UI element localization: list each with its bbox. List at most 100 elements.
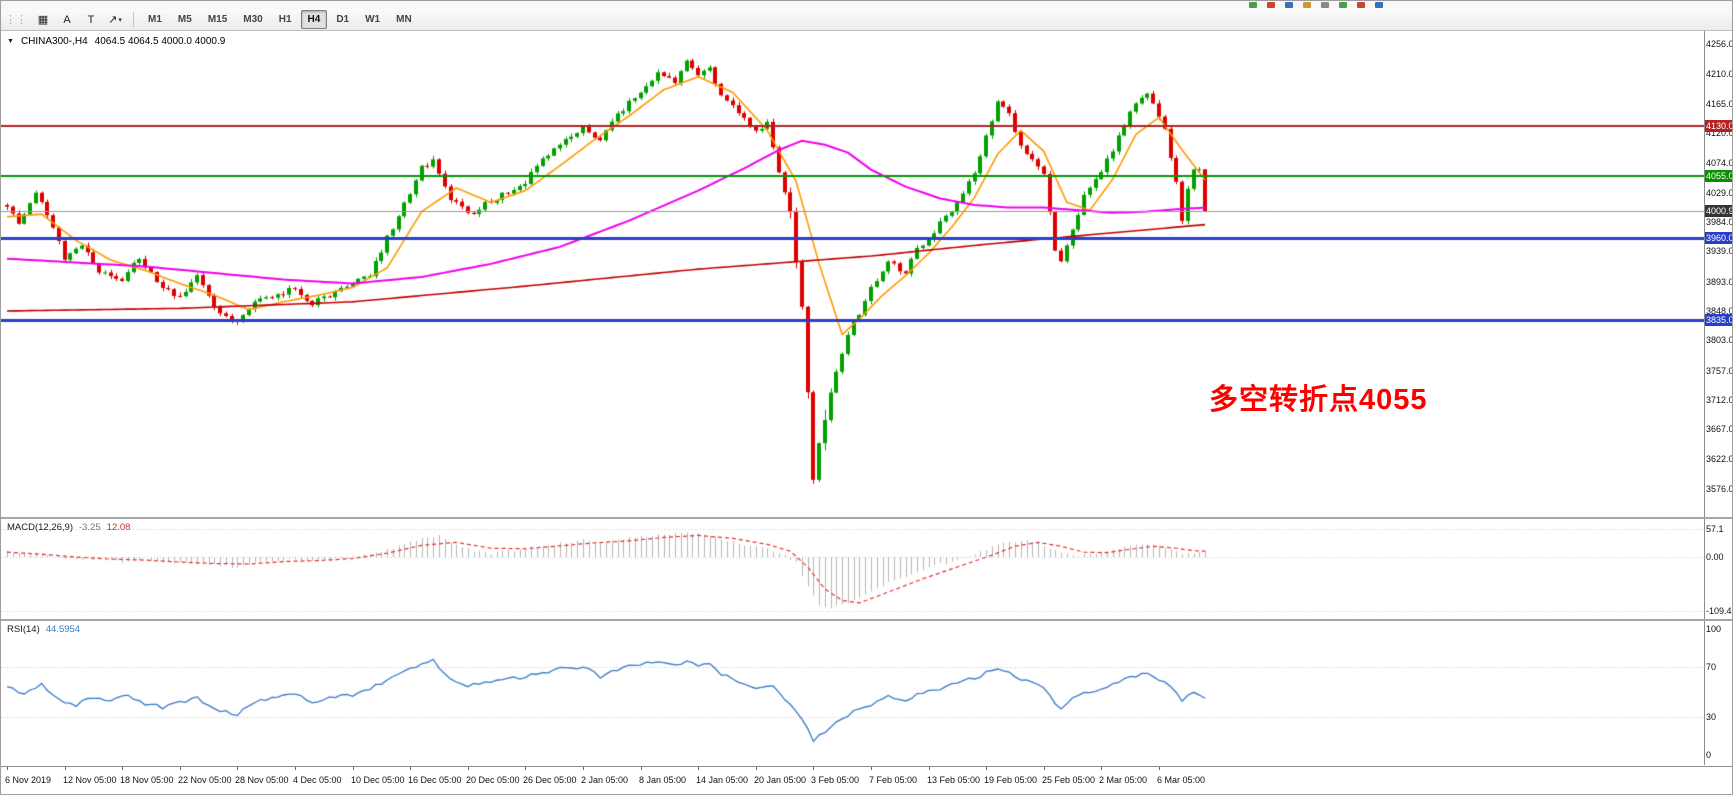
time-tick xyxy=(65,767,66,770)
background-window-icon xyxy=(1249,2,1257,8)
macd-axis-tick: -109.43 xyxy=(1706,606,1732,616)
chart-grid-tool[interactable]: ▦ xyxy=(32,10,54,30)
macd-label: MACD(12,26,9) -3.25 12.08 xyxy=(7,522,130,533)
time-label: 2 Mar 05:00 xyxy=(1099,775,1148,785)
price-tick: 3939.0 xyxy=(1706,246,1733,257)
time-label: 4 Dec 05:00 xyxy=(293,775,342,785)
price-tick: 3803.0 xyxy=(1706,335,1733,346)
macd-canvas[interactable] xyxy=(1,519,1704,619)
text-label-tool-icon: T xyxy=(87,13,95,26)
rsi-panel: RSI(14) 44.5954 100 70 30 0 xyxy=(1,621,1732,765)
time-label: 22 Nov 05:00 xyxy=(178,775,232,785)
time-label: 7 Feb 05:00 xyxy=(869,775,918,785)
background-window-icon xyxy=(1339,2,1347,8)
macd-axis[interactable]: 57.1 0.00 -109.43 xyxy=(1704,519,1732,619)
time-tick xyxy=(180,767,181,770)
rsi-axis[interactable]: 100 70 30 0 xyxy=(1704,621,1732,765)
price-tick: 3848.0 xyxy=(1706,306,1733,316)
time-label: 2 Jan 05:00 xyxy=(581,775,629,785)
hline-price-tag: 3835.0 xyxy=(1705,313,1733,326)
time-label: 8 Jan 05:00 xyxy=(639,775,687,785)
time-tick xyxy=(295,767,296,770)
time-tick xyxy=(468,767,469,770)
time-tick xyxy=(756,767,757,770)
text-tool[interactable]: A xyxy=(56,10,78,30)
price-tick: 4120.0 xyxy=(1706,128,1733,138)
price-tick: 3893.0 xyxy=(1706,276,1733,287)
hline-price-tag: 4055.0 xyxy=(1705,169,1733,182)
dropdown-caret-icon: ▾ xyxy=(118,16,122,24)
chart-grid-tool-icon: ▦ xyxy=(37,14,49,26)
time-tick xyxy=(122,767,123,770)
arrows-tool[interactable]: ↗ ▾ xyxy=(104,10,126,30)
chart-title: CHINA300-,H4 xyxy=(20,36,88,47)
time-tick xyxy=(583,767,584,770)
rsi-axis-tick: 100 xyxy=(1706,624,1722,634)
time-tick xyxy=(237,767,238,770)
timeframe-button-m30[interactable]: M30 xyxy=(243,14,263,25)
background-window-icon xyxy=(1357,2,1365,8)
background-window-sliver xyxy=(1,1,1732,9)
time-tick xyxy=(525,767,526,770)
timeframe-button-mn[interactable]: MN xyxy=(396,14,412,25)
price-tick: 3984.0 xyxy=(1706,217,1733,227)
arrows-tool-icon: ↗ xyxy=(108,14,118,26)
price-tick: 4256.0 xyxy=(1706,39,1733,49)
time-label: 18 Nov 05:00 xyxy=(120,775,174,785)
text-label-tool[interactable]: T xyxy=(80,10,102,30)
toolbar: ⋮⋮ ▦ A T ↗ ▾ M1 M5 M15 M30 H1 H4 D1 W1 MN xyxy=(1,9,1732,31)
macd-panel: MACD(12,26,9) -3.25 12.08 57.1 0.00 -109.4… xyxy=(1,519,1732,619)
chart-ohlc-values: 4064.5 4064.5 4000.0 4000.9 xyxy=(94,36,226,47)
hline-price-tag: 4130.0 xyxy=(1705,120,1733,133)
time-tick xyxy=(813,767,814,770)
price-tick: 3712.0 xyxy=(1706,395,1733,405)
timeframe-toolbar: M1 M5 M15 M30 H1 H4 D1 W1 MN xyxy=(140,10,420,29)
panel-splitter[interactable] xyxy=(1,517,1732,519)
time-label: 19 Feb 05:00 xyxy=(984,775,1038,785)
hline-price-tag: 3960.0 xyxy=(1705,231,1733,244)
price-tick: 3622.0 xyxy=(1706,453,1733,464)
timeframe-button-m15[interactable]: M15 xyxy=(207,14,228,25)
time-label: 13 Feb 05:00 xyxy=(927,775,981,785)
background-window-icon xyxy=(1267,2,1275,8)
time-tick xyxy=(698,767,699,770)
panel-splitter[interactable] xyxy=(1,619,1732,621)
time-label: 25 Feb 05:00 xyxy=(1042,775,1096,785)
text-tool-icon: A xyxy=(63,13,71,26)
time-axis[interactable]: 6 Nov 2019 12 Nov 05:00 18 Nov 05:00 22 Nov… xyxy=(1,766,1732,794)
price-tick: 4074.0 xyxy=(1706,158,1733,169)
time-tick xyxy=(871,767,872,770)
timeframe-button-w1[interactable]: W1 xyxy=(365,14,381,25)
rsi-canvas[interactable] xyxy=(1,621,1704,765)
background-window-icon xyxy=(1285,2,1293,8)
time-tick xyxy=(1101,767,1102,770)
time-tick xyxy=(641,767,642,770)
price-chart-panel: ▼ CHINA300-,H4 4064.5 4064.5 4000.0 4000… xyxy=(1,31,1733,517)
rsi-axis-tick: 30 xyxy=(1706,712,1717,723)
time-label: 14 Jan 05:00 xyxy=(696,775,749,785)
time-label: 3 Feb 05:00 xyxy=(811,775,860,785)
current-price-tag: 4000.9 xyxy=(1705,204,1733,217)
time-tick xyxy=(1044,767,1045,770)
time-tick xyxy=(929,767,930,770)
timeframe-button-m5[interactable]: M5 xyxy=(177,14,192,25)
toolbar-grip[interactable]: ⋮⋮ xyxy=(5,13,27,26)
rsi-axis-tick: 70 xyxy=(1706,661,1717,672)
time-tick xyxy=(986,767,987,770)
timeframe-button-h4[interactable]: H4 xyxy=(300,10,328,29)
macd-axis-tick: 0.00 xyxy=(1706,552,1724,563)
background-window-icon xyxy=(1321,2,1329,8)
symbol-dropdown-icon[interactable]: ▼ xyxy=(7,38,14,45)
price-axis[interactable]: 4256.0 4210.0 4165.0 4120.0 4074.0 4029.0 3984… xyxy=(1704,31,1733,517)
rsi-value: 44.5954 xyxy=(45,624,81,635)
time-tick xyxy=(7,767,8,770)
time-label: 6 Mar 05:00 xyxy=(1157,775,1206,785)
price-chart-canvas[interactable] xyxy=(1,31,1704,517)
macd-main-value: -3.25 xyxy=(79,522,101,533)
price-tick: 3576.0 xyxy=(1706,484,1733,494)
macd-name: MACD(12,26,9) xyxy=(7,522,73,533)
timeframe-button-m1[interactable]: M1 xyxy=(148,14,162,25)
timeframe-button-d1[interactable]: D1 xyxy=(336,14,350,25)
timeframe-button-h1[interactable]: H1 xyxy=(278,14,292,25)
